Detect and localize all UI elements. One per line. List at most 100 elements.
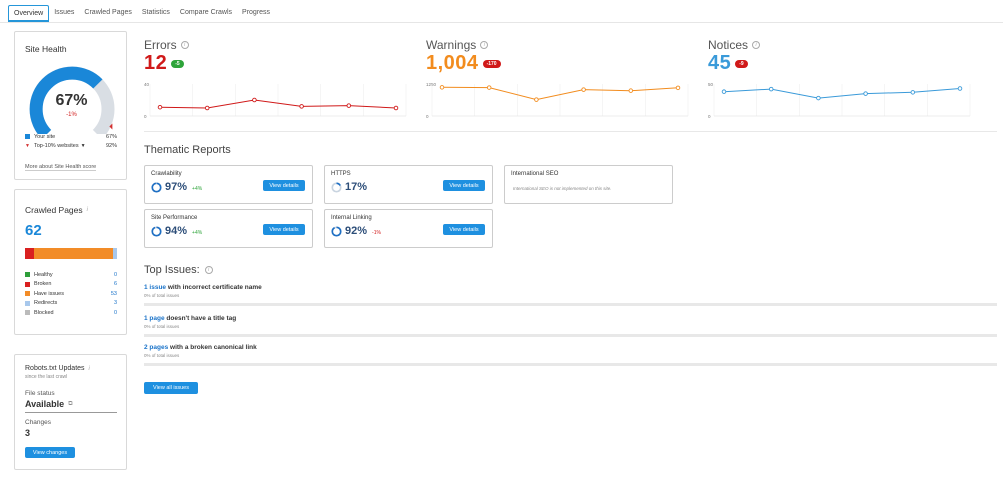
trend-point (486, 85, 492, 90)
y-max-label: 1250 (426, 82, 437, 87)
site-health-title: Site Health (25, 44, 67, 54)
legend-broken[interactable]: Broken 6 (25, 280, 117, 290)
thematic-reports-title: Thematic Reports (144, 144, 231, 156)
warnings-trend-chart: 1250 0 (426, 82, 689, 119)
view-all-issues-button[interactable]: View all issues (144, 382, 198, 394)
report-name: Crawlability (151, 171, 182, 177)
trend-point (439, 85, 445, 90)
warnings-metric: Warnings i 1,004 -170 (426, 38, 501, 75)
y-max-label: 50 (708, 82, 714, 87)
legend-redirects[interactable]: Redirects 3 (25, 299, 117, 309)
info-icon[interactable]: i (180, 41, 189, 49)
errors-count[interactable]: 12 (144, 52, 168, 74)
your-site-swatch (25, 134, 30, 139)
legend-label: Blocked (34, 309, 54, 316)
bar-redirects[interactable] (112, 248, 117, 259)
notices-count[interactable]: 45 (708, 52, 732, 74)
warnings-title: Warnings (426, 38, 477, 52)
tab-progress[interactable]: Progress (242, 9, 271, 16)
report-delta: +4% (192, 229, 203, 236)
metrics-divider (144, 131, 997, 132)
issue-bar (144, 334, 997, 337)
view-details-button[interactable]: View details (263, 224, 305, 235)
trend-point (393, 105, 399, 111)
legend-value[interactable]: 0 (113, 309, 117, 316)
report-delta: -1% (372, 229, 381, 236)
legend-healthy[interactable]: Healthy 0 (25, 270, 117, 280)
legend-label: Healthy (34, 271, 53, 278)
crawled-pages-title: Crawled Pages (25, 205, 83, 215)
file-status-value: Available (25, 399, 65, 409)
ring-fill (151, 181, 162, 193)
tab-compare-crawls[interactable]: Compare Crawls (179, 9, 233, 16)
trend-point (768, 86, 774, 92)
y-max-label: 40 (144, 82, 150, 87)
tab-issues[interactable]: Issues (54, 9, 75, 16)
view-details-button[interactable]: View details (443, 180, 485, 191)
tab-bar: Overview Issues Crawled Pages Statistics… (8, 5, 275, 22)
crawled-pages-total[interactable]: 62 (25, 222, 42, 239)
legend-swatch (25, 300, 30, 306)
issue-link[interactable]: 1 page (144, 315, 165, 322)
file-status-label: File status (25, 390, 55, 397)
legend-blocked[interactable]: Blocked 0 (25, 308, 117, 318)
issue-item: 2 pages with a broken canonical link 0% … (144, 344, 997, 366)
external-link-icon[interactable]: ⧉ (68, 400, 73, 407)
view-changes-button[interactable]: View changes (25, 447, 75, 458)
legend-value: 67% (105, 133, 117, 140)
legend-swatch (25, 272, 30, 278)
legend-label: Top-10% websites (33, 142, 79, 149)
legend-your-site: Your site 67% (25, 132, 117, 141)
legend-label: Redirects (34, 300, 58, 307)
issue-link[interactable]: 2 pages (144, 344, 169, 351)
view-details-button[interactable]: View details (443, 224, 485, 235)
trend-point (721, 89, 727, 94)
legend-have-issues[interactable]: Have issues 53 (25, 289, 117, 299)
tab-overview[interactable]: Overview (8, 5, 50, 22)
y-min-label: 0 (426, 114, 429, 119)
legend-value[interactable]: 53 (110, 290, 117, 297)
errors-trend-chart: 40 0 (144, 82, 407, 119)
legend-label: Broken (34, 281, 52, 288)
issue-link[interactable]: 1 issue (144, 284, 167, 291)
info-icon[interactable]: i (752, 41, 761, 49)
bar-have-issues[interactable] (33, 248, 113, 259)
info-icon[interactable]: i (88, 365, 90, 372)
issue-item: 1 issue with incorrect certificate name … (144, 284, 997, 306)
view-details-button[interactable]: View details (263, 180, 305, 191)
report-value: 17% (345, 181, 368, 193)
legend-value[interactable]: 0 (113, 271, 117, 278)
legend-value[interactable]: 3 (113, 300, 117, 307)
progress-ring-icon (151, 181, 162, 193)
issue-item: 1 page doesn't have a title tag 0% of to… (144, 315, 997, 337)
site-health-score: 67% (55, 92, 88, 109)
tab-statistics[interactable]: Statistics (141, 9, 170, 16)
report-card-internal-linking: Internal Linking 92% -1% View details (324, 209, 493, 248)
trend-point (157, 104, 163, 110)
issue-bar (144, 363, 997, 366)
ring-fill (331, 225, 342, 237)
legend-value[interactable]: 6 (113, 281, 117, 288)
trend-point (957, 86, 963, 91)
bar-broken[interactable] (25, 248, 34, 259)
legend-label: Have issues (34, 290, 64, 297)
progress-ring-icon (331, 225, 342, 237)
info-icon[interactable]: i (86, 207, 88, 213)
progress-ring-icon (331, 181, 342, 193)
tab-crawled-pages[interactable]: Crawled Pages (84, 9, 132, 16)
trend-point (816, 95, 821, 101)
legend-top10[interactable]: ▼ Top-10% websites ▼ 92% (25, 141, 117, 150)
errors-metric: Errors i 12 -5 (144, 38, 189, 75)
warnings-count[interactable]: 1,004 (426, 52, 479, 74)
more-about-site-health-link[interactable]: More about Site Health score (25, 164, 97, 171)
gauge-fill (29, 66, 103, 134)
report-card-crawlability: Crawlability 97% +4% View details (144, 165, 313, 204)
trend-point (581, 87, 586, 92)
warnings-delta-badge: -170 (482, 59, 501, 68)
info-icon[interactable]: i (204, 266, 213, 274)
chevron-down-icon[interactable]: ▼ (80, 142, 86, 149)
ring-fill (151, 225, 162, 237)
notices-delta-badge: -9 (735, 59, 748, 68)
info-icon[interactable]: i (480, 41, 489, 49)
changes-value: 3 (25, 428, 31, 438)
